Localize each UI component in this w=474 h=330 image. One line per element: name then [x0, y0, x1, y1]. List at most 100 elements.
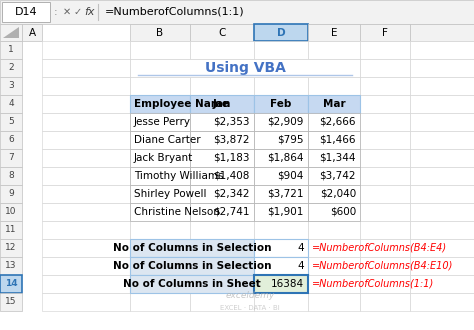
Text: Feb: Feb	[270, 99, 292, 109]
FancyBboxPatch shape	[254, 185, 308, 203]
FancyBboxPatch shape	[0, 185, 22, 203]
FancyBboxPatch shape	[0, 24, 22, 41]
FancyBboxPatch shape	[130, 185, 190, 203]
FancyBboxPatch shape	[254, 221, 308, 239]
FancyBboxPatch shape	[190, 167, 254, 185]
FancyBboxPatch shape	[254, 131, 308, 149]
FancyBboxPatch shape	[254, 24, 308, 41]
FancyBboxPatch shape	[308, 113, 360, 131]
FancyBboxPatch shape	[130, 113, 190, 131]
FancyBboxPatch shape	[0, 131, 22, 149]
FancyBboxPatch shape	[360, 77, 410, 95]
FancyBboxPatch shape	[308, 257, 360, 275]
FancyBboxPatch shape	[130, 185, 190, 203]
FancyBboxPatch shape	[360, 293, 410, 311]
FancyBboxPatch shape	[0, 149, 22, 167]
Text: 4: 4	[8, 100, 14, 109]
FancyBboxPatch shape	[130, 257, 190, 275]
Text: $2,666: $2,666	[319, 117, 356, 127]
FancyBboxPatch shape	[190, 221, 254, 239]
FancyBboxPatch shape	[0, 77, 22, 95]
FancyBboxPatch shape	[190, 239, 254, 257]
Text: $3,872: $3,872	[213, 135, 250, 145]
FancyBboxPatch shape	[190, 113, 254, 131]
Text: $1,183: $1,183	[213, 153, 250, 163]
Text: EXCEL · DATA · BI: EXCEL · DATA · BI	[220, 305, 280, 311]
FancyBboxPatch shape	[130, 203, 190, 221]
FancyBboxPatch shape	[410, 167, 474, 185]
Text: 9: 9	[8, 189, 14, 199]
FancyBboxPatch shape	[130, 41, 190, 59]
FancyBboxPatch shape	[130, 293, 190, 311]
Text: Jan: Jan	[213, 99, 231, 109]
Text: No of Columns in Selection: No of Columns in Selection	[113, 261, 271, 271]
Text: 10: 10	[5, 208, 17, 216]
FancyBboxPatch shape	[360, 239, 410, 257]
Text: Timothy Williams: Timothy Williams	[134, 171, 224, 181]
FancyBboxPatch shape	[130, 131, 190, 149]
FancyBboxPatch shape	[254, 131, 308, 149]
FancyBboxPatch shape	[0, 59, 22, 77]
FancyBboxPatch shape	[130, 77, 190, 95]
Text: Jack Bryant: Jack Bryant	[134, 153, 193, 163]
Text: 3: 3	[8, 82, 14, 90]
Text: 5: 5	[8, 117, 14, 126]
FancyBboxPatch shape	[254, 257, 308, 275]
FancyBboxPatch shape	[308, 275, 360, 293]
Text: $2,342: $2,342	[213, 189, 250, 199]
FancyBboxPatch shape	[360, 149, 410, 167]
Text: Diane Carter: Diane Carter	[134, 135, 201, 145]
Text: $2,909: $2,909	[268, 117, 304, 127]
Text: =NumberofColumns(B4:E10): =NumberofColumns(B4:E10)	[312, 261, 453, 271]
FancyBboxPatch shape	[0, 293, 22, 311]
Text: 2: 2	[8, 63, 14, 73]
FancyBboxPatch shape	[130, 149, 190, 167]
FancyBboxPatch shape	[254, 203, 308, 221]
Text: 15: 15	[5, 298, 17, 307]
FancyBboxPatch shape	[410, 293, 474, 311]
FancyBboxPatch shape	[130, 131, 190, 149]
Text: exceldemy: exceldemy	[225, 290, 274, 300]
Text: $3,742: $3,742	[319, 171, 356, 181]
Text: Employee Name: Employee Name	[134, 99, 229, 109]
FancyBboxPatch shape	[308, 185, 360, 203]
FancyBboxPatch shape	[410, 275, 474, 293]
FancyBboxPatch shape	[190, 275, 254, 293]
Text: fx: fx	[85, 7, 95, 17]
Text: $2,040: $2,040	[320, 189, 356, 199]
Text: $2,353: $2,353	[213, 117, 250, 127]
FancyBboxPatch shape	[42, 41, 130, 59]
FancyBboxPatch shape	[190, 149, 254, 167]
FancyBboxPatch shape	[42, 149, 130, 167]
FancyBboxPatch shape	[0, 95, 22, 113]
FancyBboxPatch shape	[130, 113, 190, 131]
FancyBboxPatch shape	[360, 221, 410, 239]
FancyBboxPatch shape	[190, 113, 254, 131]
FancyBboxPatch shape	[190, 293, 254, 311]
Text: 4: 4	[297, 243, 304, 253]
FancyBboxPatch shape	[254, 41, 308, 59]
Text: C: C	[219, 27, 226, 38]
Text: D: D	[277, 27, 285, 38]
Text: No of Columns in Sheet: No of Columns in Sheet	[123, 279, 261, 289]
FancyBboxPatch shape	[0, 239, 22, 257]
FancyBboxPatch shape	[190, 149, 254, 167]
Text: =NumberofColumns(B4:E4): =NumberofColumns(B4:E4)	[312, 243, 447, 253]
Text: $1,344: $1,344	[319, 153, 356, 163]
FancyBboxPatch shape	[360, 24, 410, 41]
FancyBboxPatch shape	[254, 149, 308, 167]
FancyBboxPatch shape	[360, 95, 410, 113]
FancyBboxPatch shape	[254, 275, 308, 293]
FancyBboxPatch shape	[308, 167, 360, 185]
FancyBboxPatch shape	[42, 167, 130, 185]
FancyBboxPatch shape	[410, 131, 474, 149]
FancyBboxPatch shape	[308, 24, 360, 41]
Text: A: A	[28, 27, 36, 38]
Text: No of Columns in Selection: No of Columns in Selection	[113, 243, 271, 253]
FancyBboxPatch shape	[130, 239, 254, 257]
FancyBboxPatch shape	[254, 149, 308, 167]
FancyBboxPatch shape	[190, 77, 254, 95]
FancyBboxPatch shape	[130, 59, 190, 77]
FancyBboxPatch shape	[130, 24, 190, 41]
FancyBboxPatch shape	[254, 239, 308, 257]
